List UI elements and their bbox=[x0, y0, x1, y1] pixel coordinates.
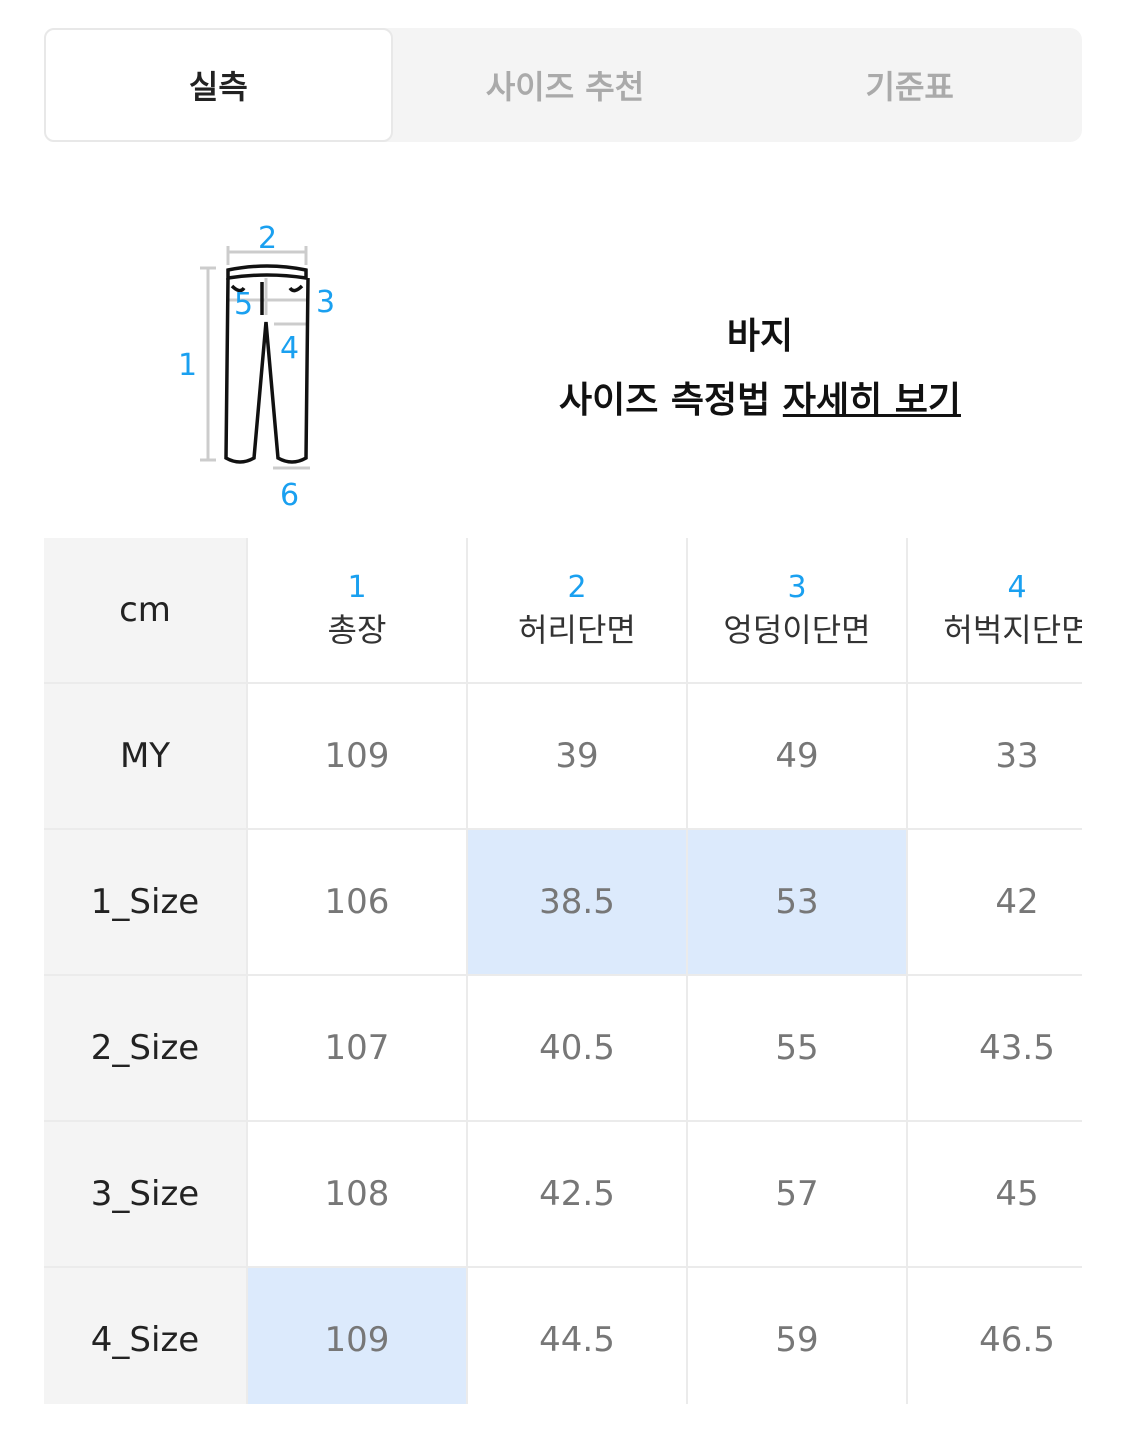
column-number: 1 bbox=[347, 569, 367, 605]
tab-size-recommend[interactable]: 사이즈 추천 bbox=[485, 68, 645, 106]
table-cell: 45 bbox=[908, 1122, 1082, 1266]
unit-header: cm bbox=[44, 538, 246, 682]
table-cell: 40.5 bbox=[468, 976, 686, 1120]
row-label: 2_Size bbox=[44, 976, 246, 1120]
figure-label-2: 2 bbox=[258, 221, 277, 256]
table-cell: 46.5 bbox=[908, 1268, 1082, 1404]
measure-info: 바지 사이즈 측정법 자세히 보기 bbox=[500, 305, 1020, 433]
table-cell: 57 bbox=[688, 1122, 906, 1266]
table-cell: 109 bbox=[248, 684, 466, 828]
measure-detail-link[interactable]: 자세히 보기 bbox=[782, 380, 961, 421]
table-cell: 38.5 bbox=[468, 830, 686, 974]
tab-standard-chart[interactable]: 기준표 bbox=[865, 68, 954, 106]
row-label: 4_Size bbox=[44, 1268, 246, 1404]
column-name: 허벅지단면 bbox=[943, 610, 1082, 649]
figure-label-6: 6 bbox=[280, 478, 299, 510]
column-header: 3 엉덩이단면 bbox=[688, 538, 906, 682]
table-cell: 108 bbox=[248, 1122, 466, 1266]
tab-measured[interactable]: 실측 bbox=[44, 28, 393, 142]
column-header: 4 허벅지단면 bbox=[908, 538, 1082, 682]
size-table: cm 1 총장 2 허리단면 3 엉덩이단면 4 허벅지단면 MY 109 39 49 33 1_Size 1… bbox=[44, 538, 1082, 1404]
table-cell: 59 bbox=[688, 1268, 906, 1404]
row-label: 3_Size bbox=[44, 1122, 246, 1266]
table-cell: 49 bbox=[688, 684, 906, 828]
product-type: 바지 bbox=[726, 316, 794, 357]
tab-bar: 실측 사이즈 추천 기준표 bbox=[44, 28, 1082, 142]
table-cell: 43.5 bbox=[908, 976, 1082, 1120]
figure-label-4: 4 bbox=[280, 331, 299, 366]
column-name: 총장 bbox=[327, 610, 387, 649]
table-cell: 106 bbox=[248, 830, 466, 974]
column-name: 허리단면 bbox=[518, 610, 636, 649]
measure-method-label: 사이즈 측정법 bbox=[559, 380, 783, 421]
pants-icon: 1 2 3 4 5 6 bbox=[178, 221, 335, 510]
column-header: 2 허리단면 bbox=[468, 538, 686, 682]
column-number: 4 bbox=[1007, 569, 1027, 605]
table-cell: 42 bbox=[908, 830, 1082, 974]
column-number: 2 bbox=[567, 569, 587, 605]
figure-label-5: 5 bbox=[234, 287, 253, 322]
table-cell: 109 bbox=[248, 1268, 466, 1404]
table-cell: 55 bbox=[688, 976, 906, 1120]
table-cell: 33 bbox=[908, 684, 1082, 828]
column-number: 3 bbox=[787, 569, 807, 605]
column-name: 엉덩이단면 bbox=[723, 610, 871, 649]
table-cell: 53 bbox=[688, 830, 906, 974]
row-label: MY bbox=[44, 684, 246, 828]
figure-label-1: 1 bbox=[178, 348, 197, 383]
table-cell: 42.5 bbox=[468, 1122, 686, 1266]
row-label: 1_Size bbox=[44, 830, 246, 974]
column-header: 1 총장 bbox=[248, 538, 466, 682]
table-cell: 44.5 bbox=[468, 1268, 686, 1404]
table-cell: 107 bbox=[248, 976, 466, 1120]
figure-label-3: 3 bbox=[316, 285, 335, 320]
table-cell: 39 bbox=[468, 684, 686, 828]
